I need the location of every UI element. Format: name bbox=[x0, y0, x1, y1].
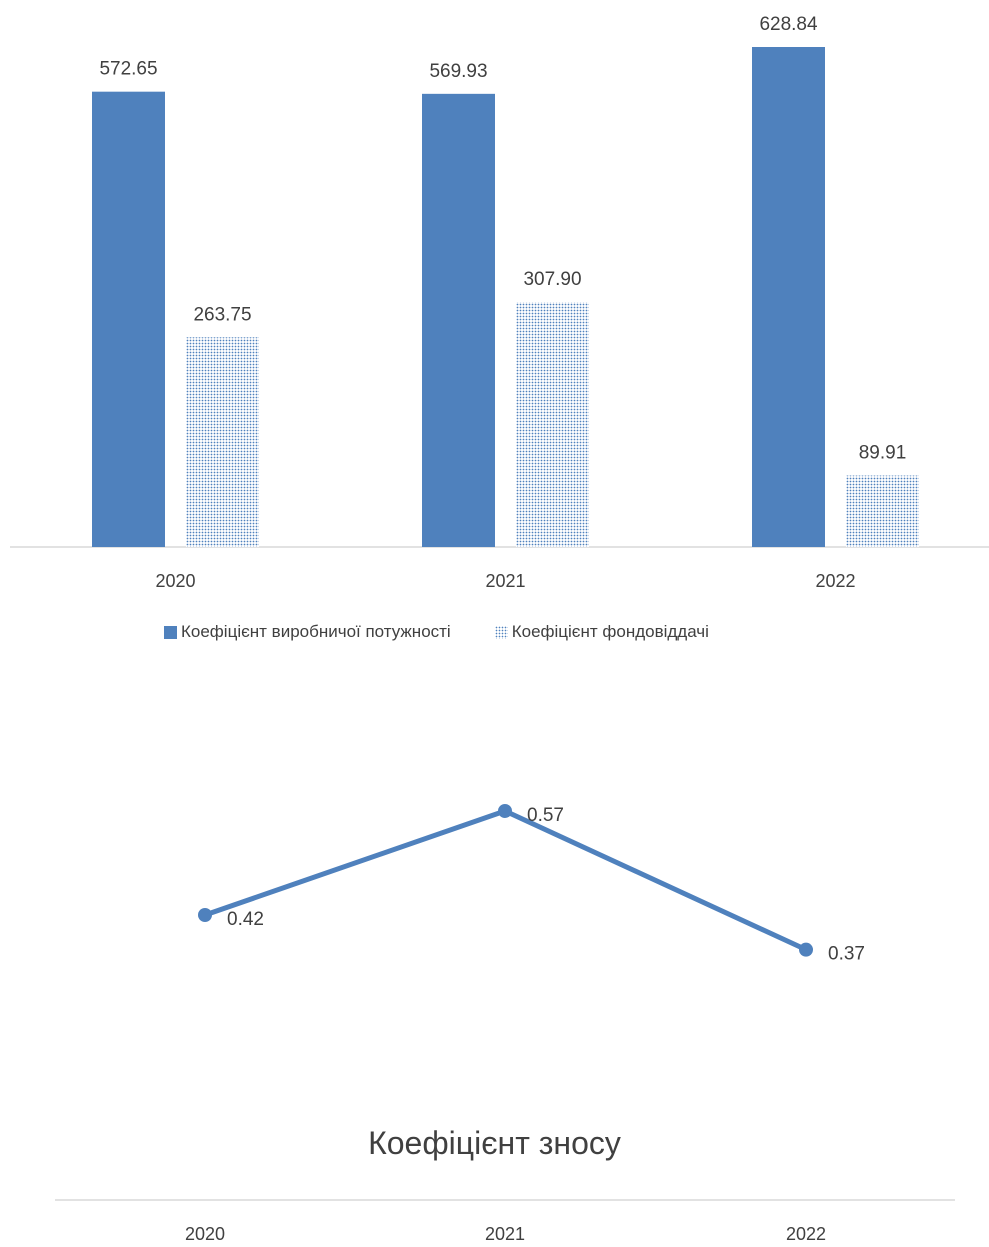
legend-swatch-asset-return bbox=[494, 625, 508, 639]
bar-chart: 572.65 263.75 2020 569.93 307.90 2021 628.84 89… bbox=[10, 14, 989, 591]
line-point-2020 bbox=[198, 908, 212, 922]
legend-item-capacity: Коефіцієнт виробничої потужності bbox=[164, 622, 451, 642]
bar-data-label: 628.84 bbox=[759, 14, 818, 35]
bar-data-label: 263.75 bbox=[193, 304, 251, 325]
bar-asset-return-2021 bbox=[516, 302, 589, 547]
line-x-tick-label: 2022 bbox=[786, 1224, 826, 1244]
line-point-2022 bbox=[799, 942, 813, 957]
line-chart-title: Коефіцієнт зносу bbox=[368, 1125, 621, 1161]
legend-item-asset-return: Коефіцієнт фондовіддачі bbox=[494, 622, 709, 642]
bar-x-tick-label: 2022 bbox=[815, 571, 855, 591]
line-data-label: 0.37 bbox=[828, 944, 865, 965]
bar-data-label: 307.90 bbox=[523, 269, 581, 290]
line-point-2021 bbox=[498, 804, 512, 818]
bar-capacity-2020 bbox=[92, 91, 165, 548]
bar-capacity-2021 bbox=[422, 93, 495, 547]
bar-capacity-2022 bbox=[752, 47, 825, 547]
bar-data-label: 572.65 bbox=[99, 59, 157, 80]
line-x-tick-label: 2020 bbox=[185, 1224, 225, 1244]
bar-data-label: 89.91 bbox=[859, 443, 907, 464]
bar-x-tick-label: 2021 bbox=[485, 571, 525, 591]
legend-swatch-capacity bbox=[164, 625, 177, 639]
bar-asset-return-2022 bbox=[846, 475, 919, 547]
line-data-label: 0.57 bbox=[527, 805, 564, 826]
bar-data-label: 569.93 bbox=[429, 61, 487, 82]
legend-label-capacity: Коефіцієнт виробничої потужності bbox=[181, 622, 451, 641]
bar-legend: Коефіцієнт виробничої потужності Коефіці… bbox=[164, 622, 753, 642]
line-series-depreciation bbox=[202, 808, 809, 953]
line-chart: 0.42 0.57 0.37 2020 2021 2022 bbox=[55, 804, 955, 1244]
bar-x-tick-label: 2020 bbox=[155, 571, 195, 591]
line-x-tick-label: 2021 bbox=[485, 1224, 525, 1244]
legend-label-asset-return: Коефіцієнт фондовіддачі bbox=[511, 622, 709, 641]
bar-asset-return-2020 bbox=[186, 337, 259, 547]
line-data-label: 0.42 bbox=[227, 909, 264, 930]
